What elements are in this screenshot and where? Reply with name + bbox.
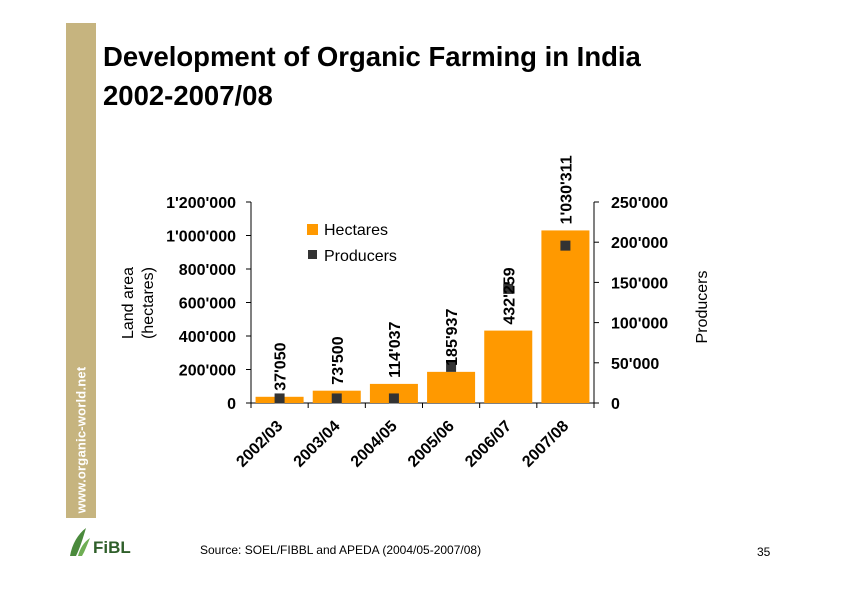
y-right-tick-label: 50'000 bbox=[611, 356, 659, 373]
y-right-tick-label: 250'000 bbox=[611, 195, 668, 212]
hectares-data-label: 73'500 bbox=[330, 336, 347, 384]
y-left-tick-label: 800'000 bbox=[179, 262, 236, 279]
y-axis-left-label-line-2: (hectares) bbox=[140, 267, 157, 339]
y-left-tick-label: 200'000 bbox=[179, 363, 236, 380]
title-line-1: Development of Organic Farming in India bbox=[103, 41, 641, 72]
y-left-tick-label: 1'000'000 bbox=[166, 229, 236, 246]
y-axis-right-label: Producers bbox=[694, 271, 711, 344]
hectares-data-label: 185'937 bbox=[444, 309, 461, 366]
producers-marker bbox=[503, 283, 514, 294]
y-right-tick-label: 200'000 bbox=[611, 235, 668, 252]
y-right-tick-label: 0 bbox=[611, 396, 620, 413]
x-tick-label: 2006/07 bbox=[462, 418, 515, 471]
y-left-tick-label: 0 bbox=[227, 396, 236, 413]
producers-marker bbox=[274, 393, 285, 404]
hectares-data-label: 114'037 bbox=[387, 321, 404, 377]
y-right-tick-label: 150'000 bbox=[611, 275, 668, 292]
sidebar-band bbox=[66, 23, 96, 518]
fibl-logo: FiBL bbox=[70, 528, 131, 557]
data-labels: 37'050 73'500 114'037 185'937 432'259 1'030'3… bbox=[273, 155, 576, 390]
x-tick-label: 2007/08 bbox=[519, 418, 572, 471]
chart-legend: Hectares Producers bbox=[307, 222, 397, 265]
slide-title: Development of Organic Farming in India … bbox=[103, 37, 641, 115]
producers-marker bbox=[331, 393, 342, 404]
leaf-icon bbox=[70, 528, 86, 556]
producers-marker bbox=[446, 361, 457, 372]
producers-marker bbox=[560, 240, 571, 251]
hectares-bar bbox=[484, 330, 533, 403]
x-tick-label: 2003/04 bbox=[291, 418, 344, 471]
hectares-data-label: 37'050 bbox=[273, 342, 290, 390]
legend-swatch-hectares bbox=[307, 224, 318, 235]
title-line-2: 2002-2007/08 bbox=[103, 80, 273, 111]
hectares-data-label: 1'030'311 bbox=[558, 155, 575, 224]
chart-axes: 0 200'000 400'000 600'000 800'000 1'000'000 1'… bbox=[166, 195, 668, 471]
x-tick-label: 2004/05 bbox=[348, 418, 401, 471]
source-note: Source: SOEL/FIBBL and APEDA (2004/05-20… bbox=[200, 543, 482, 557]
hectares-bar bbox=[427, 371, 476, 403]
producers-marker bbox=[388, 393, 399, 404]
legend-label-producers: Producers bbox=[324, 248, 397, 265]
x-tick-label: 2002/03 bbox=[233, 418, 286, 471]
y-left-tick-label: 600'000 bbox=[179, 296, 236, 313]
legend-label-hectares: Hectares bbox=[324, 222, 388, 239]
hectares-bar bbox=[541, 230, 590, 403]
producers-markers bbox=[274, 240, 571, 404]
hectares-bars bbox=[255, 230, 590, 403]
y-axis-left-label-line-1: Land area bbox=[120, 267, 137, 339]
y-left-tick-label: 400'000 bbox=[179, 329, 236, 346]
y-left-tick-label: 1'200'000 bbox=[166, 195, 236, 212]
fibl-logo-text: FiBL bbox=[93, 538, 131, 557]
legend-swatch-producers bbox=[308, 250, 317, 259]
page-number: 35 bbox=[757, 545, 771, 559]
x-tick-label: 2005/06 bbox=[405, 418, 458, 471]
y-right-tick-label: 100'000 bbox=[611, 316, 668, 333]
hectares-data-label: 432'259 bbox=[501, 267, 518, 324]
